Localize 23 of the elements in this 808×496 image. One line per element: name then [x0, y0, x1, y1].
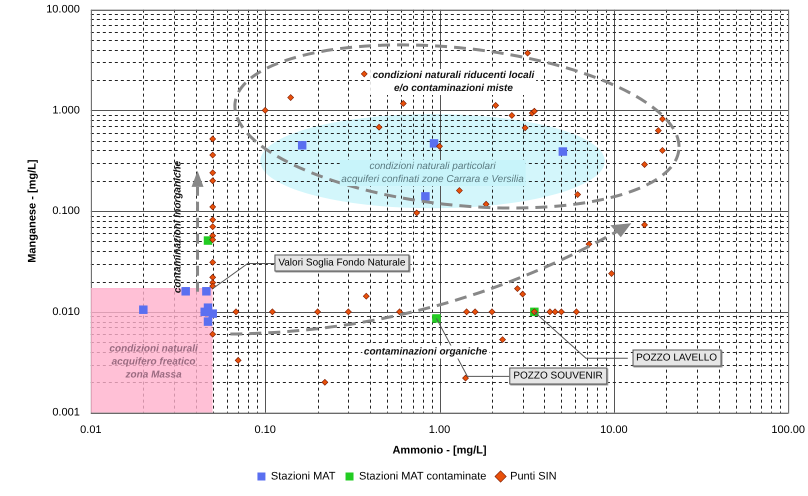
- x-tick-label: 0.01: [80, 424, 102, 436]
- x-tick-label: 100.00: [771, 424, 806, 436]
- legend-label: Punti SIN: [510, 470, 557, 483]
- annotation: Valori Soglia Fondo Naturale: [274, 254, 410, 272]
- y-tick-label: 1.000: [52, 104, 80, 116]
- y-axis-title: Manganese - [mg/L]: [26, 159, 39, 263]
- annotation: POZZO SOUVENIR: [509, 368, 607, 385]
- annotation: condizioni naturali particolari acquiferi confinati zone Carrara e Versilia: [339, 160, 526, 186]
- x-tick-label: 0.10: [254, 424, 276, 436]
- legend-label: Stazioni MAT: [270, 470, 336, 483]
- x-tick-label: 10.00: [600, 424, 628, 436]
- annotation: contaminazioni inorganiche: [172, 161, 184, 294]
- annotation: contaminazioni organiche: [362, 346, 490, 359]
- x-tick-label: 1.00: [428, 424, 450, 436]
- annotation: condizioni naturali acquifero freatico zona Massa: [109, 342, 198, 382]
- y-tick-label: 0.100: [52, 205, 80, 218]
- annotation: POZZO LAVELLO: [632, 350, 722, 367]
- x-axis-title: Ammonio - [mg/L]: [392, 444, 487, 456]
- annotation: condizioni naturali riducenti locali e/o contaminazioni miste: [370, 69, 536, 96]
- legend-label: Stazioni MAT contaminate: [359, 470, 486, 483]
- y-tick-label: 0.001: [52, 406, 80, 419]
- y-tick-label: 10.000: [46, 4, 80, 16]
- y-tick-label: 0.010: [52, 306, 80, 318]
